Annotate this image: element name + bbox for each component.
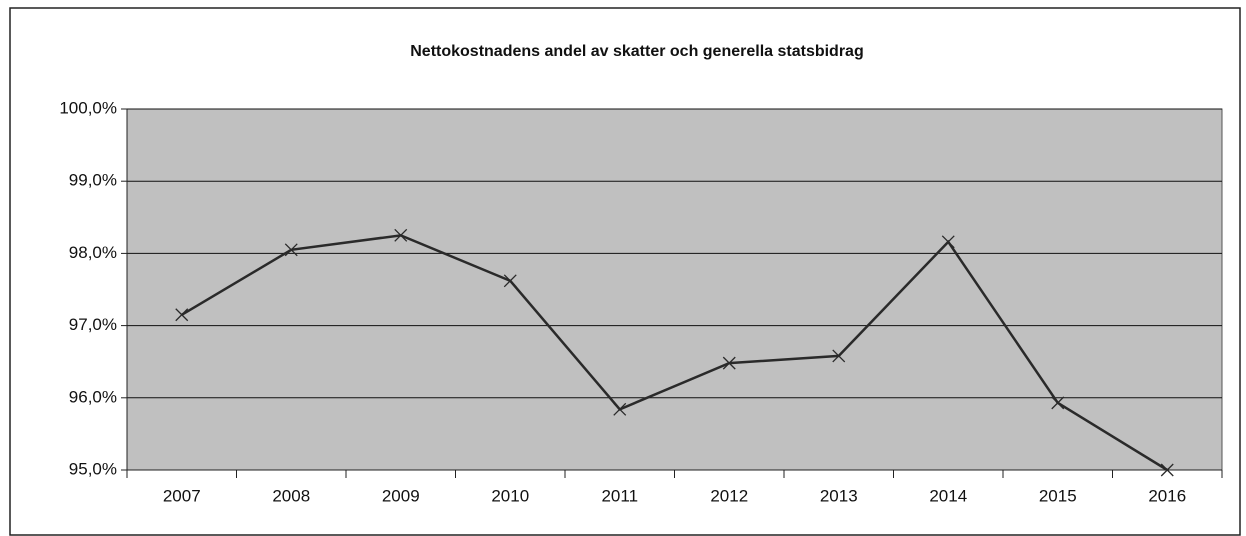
marker bbox=[284, 243, 298, 257]
x-tick-label: 2011 bbox=[601, 486, 638, 505]
plot-area bbox=[126, 108, 1223, 471]
x-tick-label: 2015 bbox=[1039, 486, 1077, 505]
y-tick-label: 95,0% bbox=[69, 459, 117, 478]
marker bbox=[941, 235, 955, 249]
line bbox=[181, 234, 1168, 472]
x-tick-label: 2014 bbox=[929, 486, 967, 505]
x-tick-label: 2016 bbox=[1148, 486, 1186, 505]
marker bbox=[613, 402, 627, 416]
marker bbox=[1160, 463, 1174, 477]
x-tick-label: 2007 bbox=[163, 486, 201, 505]
x-tick-label: 2010 bbox=[491, 486, 529, 505]
y-tick-label: 98,0% bbox=[69, 243, 117, 262]
marker bbox=[832, 349, 846, 363]
marker bbox=[722, 356, 736, 370]
marker bbox=[394, 228, 408, 242]
x-tick-label: 2012 bbox=[710, 486, 748, 505]
marker bbox=[175, 308, 189, 322]
chart-title: Nettokostnadens andel av skatter och gen… bbox=[410, 43, 863, 60]
x-tick-label: 2008 bbox=[272, 486, 310, 505]
y-tick-label: 96,0% bbox=[69, 387, 117, 406]
y-tick-label: 100,0% bbox=[59, 98, 117, 117]
y-tick-label: 97,0% bbox=[69, 315, 117, 334]
x-tick-label: 2009 bbox=[382, 486, 420, 505]
y-tick-label: 99,0% bbox=[69, 171, 117, 190]
x-tick-label: 2013 bbox=[820, 486, 858, 505]
marker bbox=[1051, 396, 1065, 410]
marker bbox=[503, 274, 517, 288]
